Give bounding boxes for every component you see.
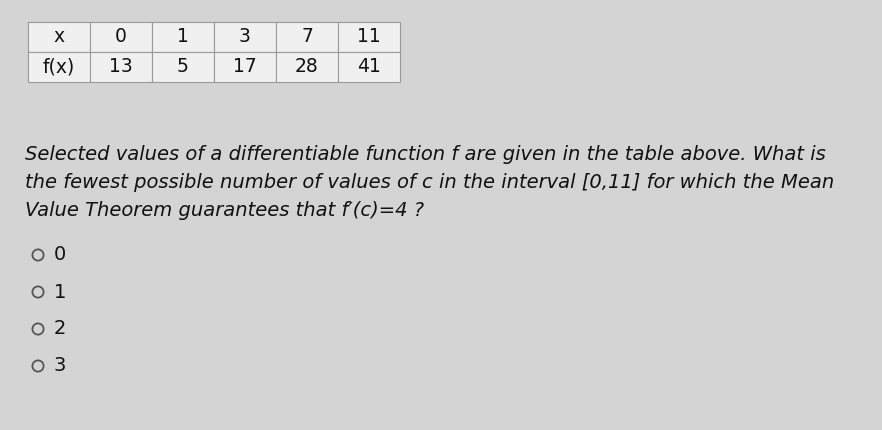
Text: 5: 5 [177, 58, 189, 77]
Text: 3: 3 [239, 28, 251, 46]
Bar [214, 52, 276, 82]
Bar [214, 22, 276, 52]
Bar [28, 22, 90, 52]
Bar [276, 22, 338, 52]
Text: 1: 1 [177, 28, 189, 46]
Text: f(x): f(x) [43, 58, 75, 77]
Bar [276, 52, 338, 82]
Text: 3: 3 [54, 356, 66, 375]
Bar [90, 52, 152, 82]
Bar [90, 22, 152, 52]
Text: 0: 0 [115, 28, 127, 46]
Bar [152, 52, 214, 82]
Text: 41: 41 [357, 58, 381, 77]
Text: 17: 17 [233, 58, 257, 77]
Text: 28: 28 [295, 58, 319, 77]
Text: x: x [54, 28, 64, 46]
Text: the fewest possible number of values of c in the interval [0,11] for which the M: the fewest possible number of values of … [25, 173, 834, 192]
Text: Selected values of a differentiable function f are given in the table above. Wha: Selected values of a differentiable func… [25, 145, 826, 164]
Bar [338, 52, 400, 82]
Bar [28, 52, 90, 82]
Bar [152, 22, 214, 52]
Text: 7: 7 [301, 28, 313, 46]
Text: 0: 0 [54, 246, 66, 264]
Text: 11: 11 [357, 28, 381, 46]
Text: 13: 13 [109, 58, 133, 77]
Text: 2: 2 [54, 319, 66, 338]
Text: 1: 1 [54, 283, 66, 301]
Bar [338, 22, 400, 52]
Text: Value Theorem guarantees that f′(c)=4 ?: Value Theorem guarantees that f′(c)=4 ? [25, 201, 424, 220]
